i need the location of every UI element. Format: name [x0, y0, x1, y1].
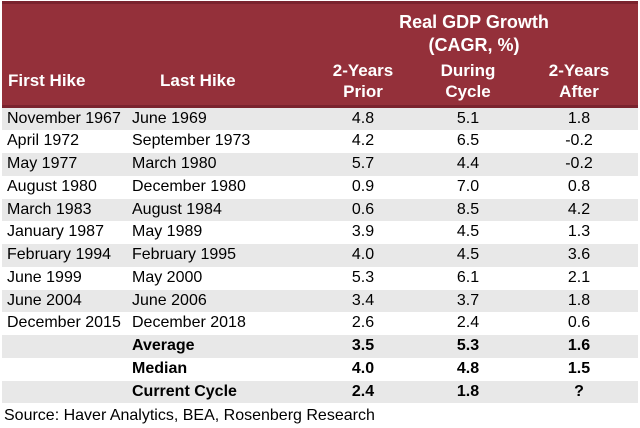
- cell-during: 7.0: [456, 177, 480, 195]
- gdp-growth-table: Real GDP Growth (CAGR, %) First Hike Las…: [2, 1, 639, 404]
- cell-prior: 5.3: [351, 268, 375, 286]
- cell-first-hike: November 1967: [7, 109, 121, 127]
- column-header-2years-prior: 2-Years Prior: [310, 57, 416, 106]
- table-row: June 1999 May 2000 5.3 6.1 2.1: [2, 267, 638, 290]
- cell-during: 4.4: [456, 155, 480, 173]
- table-row: November 1967 June 1969 4.8 5.1 1.8: [2, 106, 639, 131]
- table-title: Real GDP Growth (CAGR, %): [310, 2, 639, 57]
- cell-prior: 0.9: [351, 177, 375, 195]
- column-header-during-cycle: During Cycle: [416, 57, 520, 106]
- cell-prior: 4.8: [351, 109, 375, 127]
- table-row: June 2004 June 2006 3.4 3.7 1.8: [2, 289, 639, 313]
- cell-empty: [2, 381, 130, 404]
- cell-during: 8.5: [456, 200, 480, 218]
- cell-last-hike: December 2018: [132, 314, 246, 332]
- cell-empty: [2, 335, 130, 358]
- summary-label: Median: [132, 359, 188, 377]
- cell-during: 1.8: [456, 382, 480, 400]
- cell-prior: 3.9: [351, 223, 375, 241]
- column-header-2years-after: 2-Years After: [520, 57, 639, 106]
- table-column-header-row: First Hike Last Hike 2-Years Prior Durin…: [2, 57, 639, 106]
- cell-prior: 0.6: [351, 200, 375, 218]
- table-row: August 1980 December 1980 0.9 7.0 0.8: [2, 176, 638, 199]
- table-title-row: Real GDP Growth (CAGR, %): [2, 2, 639, 57]
- cell-prior: 2.4: [351, 382, 375, 400]
- cell-last-hike: September 1973: [132, 132, 251, 150]
- cell-last-hike: March 1980: [132, 155, 217, 173]
- cell-first-hike: April 1972: [7, 132, 80, 150]
- cell-after: ?: [574, 382, 584, 400]
- cell-prior: 3.4: [351, 291, 375, 309]
- cell-during: 4.8: [456, 359, 480, 377]
- cell-during: 6.5: [456, 132, 480, 150]
- header-spacer: [2, 2, 310, 57]
- cell-first-hike: March 1983: [7, 200, 92, 218]
- cell-last-hike: February 1995: [132, 246, 237, 264]
- column-header-last-hike: Last Hike: [130, 57, 310, 106]
- cell-last-hike: May 2000: [132, 268, 203, 286]
- cell-prior: 3.5: [351, 337, 375, 355]
- table-body: November 1967 June 1969 4.8 5.1 1.8 Apri…: [2, 106, 639, 404]
- cell-during: 2.4: [456, 314, 480, 332]
- cell-first-hike: May 1977: [7, 155, 78, 173]
- cell-after: -0.2: [565, 155, 593, 173]
- cell-after: 2.1: [567, 268, 591, 286]
- summary-label: Average: [132, 337, 195, 355]
- cell-first-hike: August 1980: [7, 177, 97, 195]
- cell-after: 1.3: [567, 223, 591, 241]
- summary-label: Current Cycle: [132, 382, 237, 400]
- cell-first-hike: February 1994: [7, 246, 112, 264]
- table-header: Real GDP Growth (CAGR, %) First Hike Las…: [2, 2, 639, 106]
- cell-after: 0.8: [567, 177, 591, 195]
- summary-row-average: Average 3.5 5.3 1.6: [2, 335, 639, 358]
- cell-first-hike: June 2004: [7, 291, 82, 309]
- cell-after: 1.8: [567, 291, 591, 309]
- cell-last-hike: December 1980: [132, 177, 246, 195]
- cell-after: 4.2: [567, 200, 591, 218]
- table-row: February 1994 February 1995 4.0 4.5 3.6: [2, 244, 639, 267]
- cell-during: 5.3: [456, 337, 480, 355]
- cell-last-hike: June 2006: [132, 291, 207, 309]
- cell-prior: 4.2: [351, 132, 375, 150]
- cell-last-hike: August 1984: [132, 200, 222, 218]
- cell-after: 3.6: [567, 246, 591, 264]
- cell-empty: [2, 358, 130, 381]
- cell-during: 3.7: [456, 291, 480, 309]
- cell-prior: 4.0: [351, 246, 375, 264]
- cell-prior: 2.6: [351, 314, 375, 332]
- cell-during: 4.5: [456, 223, 480, 241]
- summary-row-median: Median 4.0 4.8 1.5: [2, 358, 638, 381]
- table-row: January 1987 May 1989 3.9 4.5 1.3: [2, 221, 638, 244]
- cell-during: 5.1: [456, 109, 480, 127]
- cell-last-hike: May 1989: [132, 223, 203, 241]
- cell-prior: 5.7: [351, 155, 375, 173]
- table-row: March 1983 August 1984 0.6 8.5 4.2: [2, 198, 639, 222]
- cell-after: 1.6: [567, 337, 591, 355]
- cell-after: -0.2: [565, 132, 593, 150]
- cell-during: 6.1: [456, 268, 480, 286]
- cell-first-hike: January 1987: [7, 223, 104, 241]
- cell-first-hike: December 2015: [7, 314, 121, 332]
- table-row: May 1977 March 1980 5.7 4.4 -0.2: [2, 153, 639, 176]
- table-row: April 1972 September 1973 4.2 6.5 -0.2: [2, 130, 638, 153]
- cell-after: 1.5: [567, 359, 591, 377]
- table-row: December 2015 December 2018 2.6 2.4 0.6: [2, 312, 638, 335]
- cell-first-hike: June 1999: [7, 268, 82, 286]
- cell-after: 0.6: [567, 314, 591, 332]
- source-attribution: Source: Haver Analytics, BEA, Rosenberg …: [4, 407, 375, 425]
- column-header-first-hike: First Hike: [2, 57, 130, 106]
- summary-row-current-cycle: Current Cycle 2.4 1.8 ?: [2, 380, 639, 404]
- cell-prior: 4.0: [351, 359, 375, 377]
- cell-after: 1.8: [567, 109, 591, 127]
- cell-during: 4.5: [456, 246, 480, 264]
- cell-last-hike: June 1969: [132, 109, 207, 127]
